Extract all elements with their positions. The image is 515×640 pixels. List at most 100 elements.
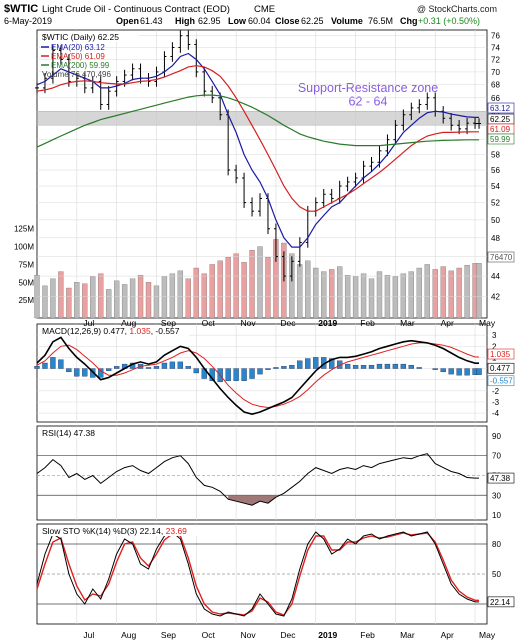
macd-signal-tag-box (487, 348, 515, 360)
price-tick-label: 52 (491, 199, 500, 208)
volume-bar (50, 278, 56, 319)
macd-histogram-bar (193, 368, 199, 374)
rsi-label-bg (39, 428, 97, 438)
sto-label: Slow STO %K(14) %D(3) 22.14, 23.69 (42, 526, 187, 536)
x-axis-label: Oct (202, 630, 216, 640)
last-value-tag-box (487, 133, 515, 145)
volume-bar (145, 282, 152, 319)
x-axis-label: Mar (400, 318, 415, 328)
volume-bar (98, 273, 104, 319)
x-axis-label: Feb (360, 318, 375, 328)
macd-histogram-bar (416, 367, 422, 369)
macd-histogram-bar (360, 365, 367, 369)
sto-tick-label: 80 (492, 540, 501, 549)
macd-histogram-bar (408, 365, 414, 369)
last-value-tag-box (487, 102, 515, 114)
rsi-tick-label: 90 (492, 432, 501, 441)
volume-bar (241, 262, 247, 319)
macd-histogram-bar (50, 357, 56, 369)
sto-last-tag-box (487, 596, 515, 608)
last-value-tag: 61.09 (490, 125, 511, 134)
macd-value-tag: 0.477 (490, 364, 511, 373)
close-label: Close (275, 16, 300, 26)
volume-bar (82, 283, 88, 319)
x-axis-label: May (479, 630, 496, 640)
macd-histogram-bar (273, 367, 279, 369)
price-tick-label: 44 (491, 272, 500, 281)
volume-value: 76.5M (368, 16, 393, 26)
macd-histogram-bar (98, 368, 104, 378)
macd-tick-label: 3 (492, 331, 497, 340)
volume-bar (305, 260, 311, 319)
rsi-tick-label: 70 (492, 452, 501, 461)
high-label: High (175, 16, 195, 26)
macd-histogram-bar (297, 360, 303, 369)
macd-histogram-bar (169, 361, 176, 369)
x-axis-label: Jul (83, 318, 94, 328)
price-tick-label: 48 (491, 234, 500, 243)
volume-bar (321, 271, 327, 319)
x-axis-label: Aug (121, 630, 136, 640)
volume-bar (392, 276, 399, 319)
exchange: CME (254, 4, 275, 15)
volume-bar (265, 257, 271, 319)
macd-histogram-bar (145, 367, 152, 369)
volume-bar (257, 246, 263, 319)
volume-bar (289, 253, 295, 319)
macd-value-tag-box (487, 362, 515, 374)
rsi-last-tag-box (487, 472, 515, 484)
sto-label-part: Slow STO %K(14) %D(3) 22.14, (42, 526, 166, 536)
macd-histogram-bar (376, 363, 383, 369)
volume-bar (249, 249, 255, 319)
macd-hist-tag-box (487, 375, 515, 387)
macd-histogram-bar (456, 368, 462, 376)
volume-bar (153, 285, 160, 319)
volume-tick-label: 50M (18, 278, 34, 287)
macd-histogram-bar (476, 368, 482, 375)
price-tick-label: 56 (491, 166, 500, 175)
x-axis-label: Apr (441, 630, 454, 640)
volume-bar (121, 284, 128, 319)
volume-label: Volume (331, 16, 363, 26)
macd-panel: -4-3-2-10123MACD(12,26,9) 0.477, 1.035, … (34, 323, 515, 423)
macd-label-part: MACD(12,26,9) 0.477, (42, 326, 129, 336)
date: 6-May-2019 (4, 16, 52, 26)
ohlc-summary: Open 61.43 High 62.95 Low 60.04 Close 62… (116, 16, 480, 26)
volume-tick-label: 100M (14, 243, 34, 252)
x-axis-label: Dec (280, 318, 296, 328)
x-axis-label: Dec (280, 630, 296, 640)
macd-histogram-bar (281, 366, 287, 369)
price-tick-label: 74 (491, 43, 500, 52)
macd-tick-label: -4 (492, 409, 500, 418)
volume-bar (66, 287, 72, 319)
macd-histogram-bar (392, 363, 399, 369)
macd-histogram-bar (106, 368, 112, 371)
macd-histogram-bar (257, 368, 263, 375)
instrument-name: Light Crude Oil - Continuous Contract (E… (42, 4, 230, 15)
volume-bar (329, 269, 335, 319)
macd-label-bg (39, 326, 189, 336)
volume-bar (129, 278, 136, 319)
x-axis-label: 2019 (318, 318, 337, 328)
x-axis-label: Sep (161, 318, 176, 328)
volume-tick-label: 25M (18, 296, 34, 305)
x-axis-label: Nov (241, 318, 257, 328)
macd-histogram-bar (440, 368, 446, 373)
volume-bar (233, 253, 239, 319)
macd-tick-label: -2 (492, 387, 500, 396)
macd-histogram-bar (113, 366, 120, 369)
macd-label: MACD(12,26,9) 0.477, 1.035, -0.557 (42, 326, 180, 336)
macd-tick-label: -3 (492, 398, 500, 407)
rsi-line (36, 453, 479, 506)
macd-histogram-bar (352, 365, 359, 369)
volume-bar (225, 257, 231, 319)
x-axis-label: Apr (441, 318, 454, 328)
volume-bar (337, 266, 343, 319)
high-value: 62.95 (198, 16, 221, 26)
rsi-oversold-fill (228, 495, 276, 506)
volume-bar (448, 270, 454, 319)
volume-bar (297, 264, 303, 319)
legend-entry: EMA(20) 63.12 (51, 43, 105, 52)
